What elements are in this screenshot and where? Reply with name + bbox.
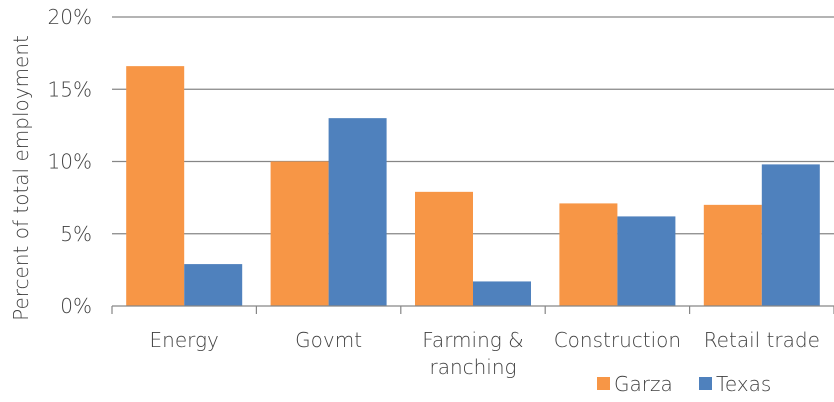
x-category-label-line: Construction	[554, 328, 681, 352]
y-tick-label: 10%	[48, 150, 92, 174]
bar-garza	[559, 203, 618, 306]
x-category-label: Construction	[554, 328, 681, 352]
bar-garza	[415, 191, 473, 306]
y-tick-labels: 0% 5% 10% 15% 20%	[48, 5, 92, 318]
y-tick-label: 5%	[60, 222, 92, 246]
x-category-label: Govmt	[295, 328, 362, 352]
legend-label-texas: Texas	[716, 372, 771, 396]
x-category-label-line: Retail trade	[704, 328, 820, 352]
bar-garza	[126, 66, 185, 306]
x-category-label: Retail trade	[704, 328, 820, 352]
bar-texas	[761, 164, 820, 306]
y-tick-label: 0%	[60, 294, 92, 318]
legend-swatch-texas	[699, 377, 712, 390]
bar-texas	[184, 264, 243, 306]
y-axis-label: Percent of total employment	[9, 35, 33, 321]
bar-texas	[473, 281, 531, 306]
bar-texas	[328, 118, 387, 307]
bar-texas	[617, 216, 676, 306]
legend-swatch-garza	[597, 377, 610, 390]
bar-garza	[270, 161, 329, 306]
x-category-label: Energy	[150, 328, 219, 352]
y-tick-label: 15%	[48, 77, 92, 101]
legend-label-garza: Garza	[614, 372, 673, 396]
x-category-labels: Energy Govmt Farming & ranching Construction…	[150, 328, 820, 379]
bar-garza	[703, 204, 762, 306]
x-category-label: Farming & ranching	[422, 328, 523, 379]
y-tick-label: 20%	[48, 5, 92, 29]
x-category-label-line: Farming &	[422, 328, 523, 352]
bars	[126, 66, 820, 307]
x-category-label-line: Energy	[150, 328, 219, 352]
x-axis	[111, 305, 834, 314]
legend: Garza Texas	[597, 372, 771, 396]
x-category-label-line: Govmt	[295, 328, 362, 352]
x-category-label-line: ranching	[429, 355, 516, 379]
